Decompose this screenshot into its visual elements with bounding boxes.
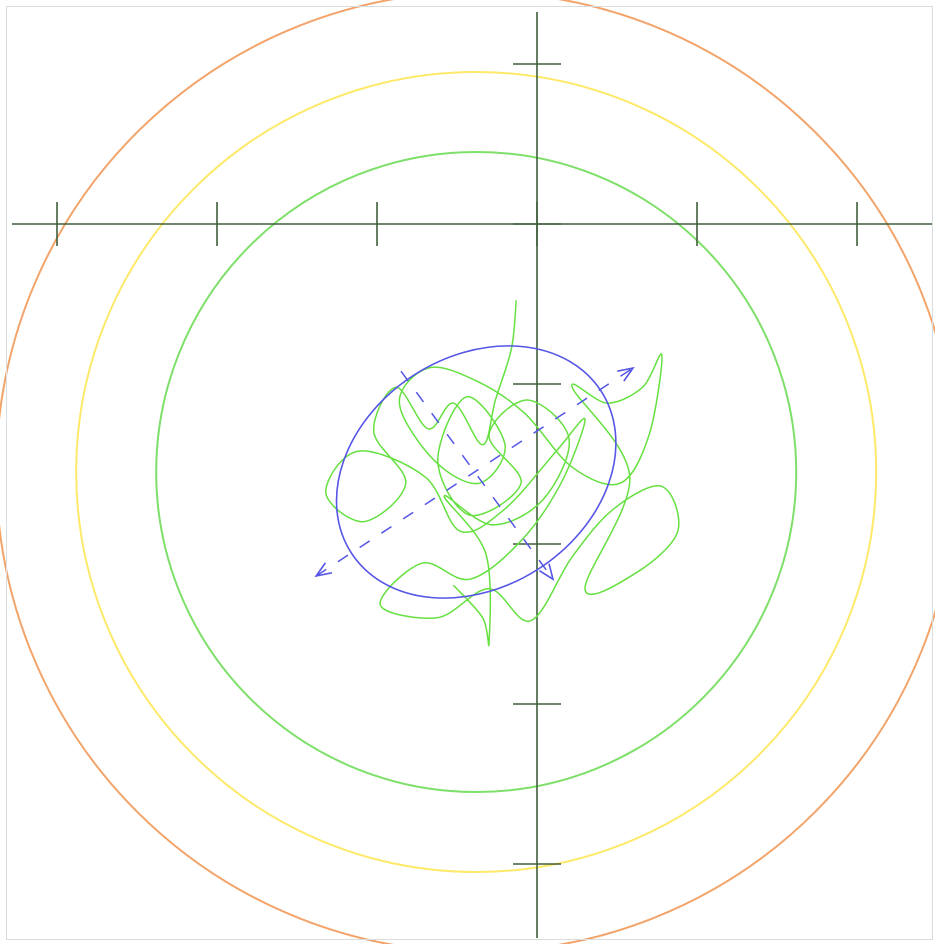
- major-axis-arrowhead-end: [617, 366, 635, 382]
- minor-axis-arrowhead-end: [539, 563, 555, 581]
- trace-layer: [325, 300, 680, 647]
- yellow-ring: [75, 71, 878, 873]
- confidence-ellipse: [335, 345, 617, 599]
- axes-layer: [12, 12, 933, 938]
- green-ring: [155, 151, 798, 793]
- trace-path: [325, 300, 680, 647]
- minor-axis: [400, 370, 554, 580]
- major-axis: [315, 367, 634, 577]
- major-axis-arrowhead-start: [314, 562, 333, 578]
- ellipse-layer: [314, 345, 635, 599]
